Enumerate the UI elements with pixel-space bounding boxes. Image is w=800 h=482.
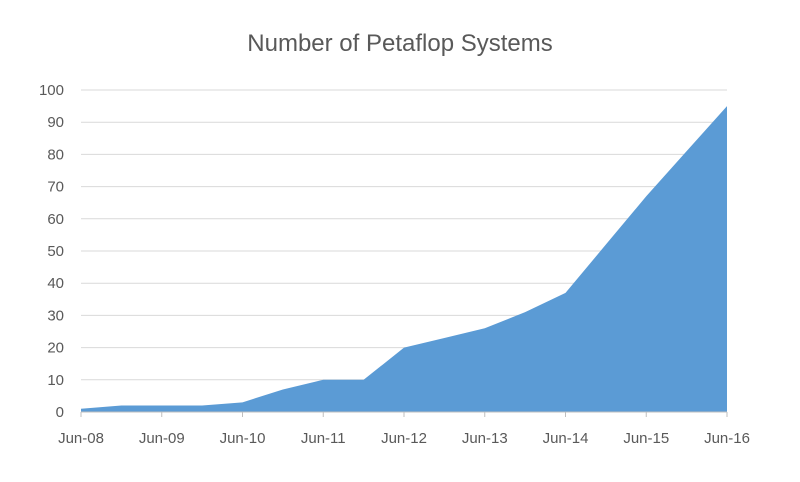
x-tick-label: Jun-11 xyxy=(301,430,346,447)
y-tick-label: 100 xyxy=(39,82,64,99)
x-tick-label: Jun-12 xyxy=(381,430,427,447)
y-tick-label: 10 xyxy=(47,372,64,389)
y-tick-label: 40 xyxy=(47,275,64,292)
y-tick-label: 20 xyxy=(47,340,64,357)
y-tick-label: 90 xyxy=(47,114,64,131)
x-tick-label: Jun-14 xyxy=(543,430,589,447)
chart-title: Number of Petaflop Systems xyxy=(247,30,553,57)
axes xyxy=(80,411,728,417)
x-tick-label: Jun-10 xyxy=(220,430,266,447)
y-tick-label: 70 xyxy=(47,179,64,196)
y-tick-label: 30 xyxy=(47,307,64,324)
tick-labels: 0 10 20 30 40 50 60 70 80 90 100 Jun-08 Jun-09 Jun-10… xyxy=(39,82,750,447)
x-tick-label: Jun-16 xyxy=(704,430,750,447)
x-tick-label: Jun-15 xyxy=(623,430,669,447)
x-tick-label: Jun-09 xyxy=(139,430,185,447)
y-tick-label: 80 xyxy=(47,146,64,163)
y-tick-label: 60 xyxy=(47,211,64,228)
y-tick-label: 0 xyxy=(56,404,64,421)
series-area xyxy=(81,106,727,412)
y-tick-label: 50 xyxy=(47,243,64,260)
x-tick-label: Jun-08 xyxy=(58,430,104,447)
plot-area xyxy=(80,106,728,412)
x-tick-label: Jun-13 xyxy=(462,430,508,447)
